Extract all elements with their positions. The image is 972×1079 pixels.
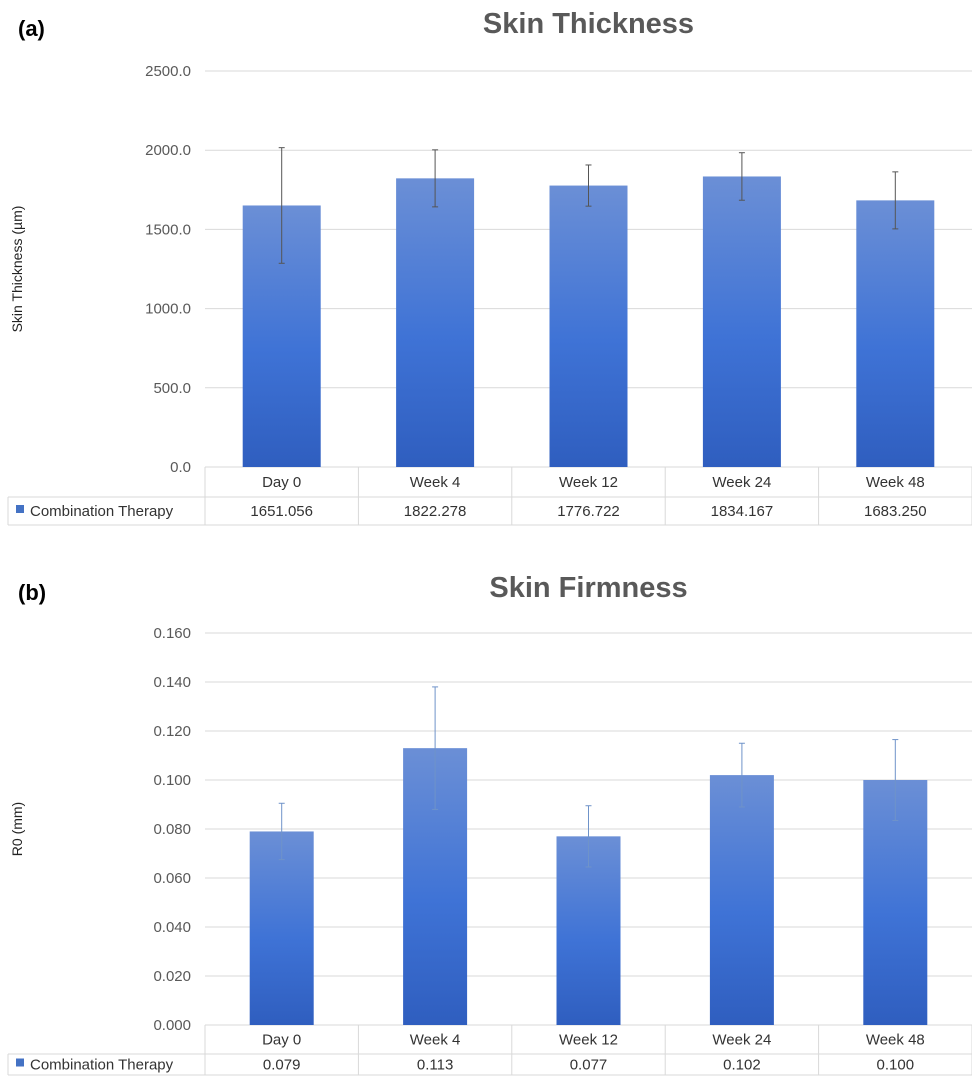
y-tick-label: 2500.0	[145, 63, 191, 80]
y-tick-label: 0.100	[153, 772, 191, 789]
y-tick-label: 500.0	[153, 380, 191, 397]
bar	[856, 200, 935, 467]
bar	[549, 185, 628, 467]
y-tick-label: 0.160	[153, 625, 191, 642]
y-tick-label: 0.020	[153, 968, 191, 985]
data-value-label: 1834.167	[711, 503, 774, 520]
x-tick-label: Week 4	[410, 1032, 461, 1049]
error-bar	[738, 742, 745, 808]
error-bar	[278, 802, 285, 861]
y-tick-label: 2000.0	[145, 142, 191, 159]
data-value-label: 0.100	[877, 1057, 915, 1074]
error-bar	[585, 164, 592, 207]
y-tick-label: 0.060	[153, 870, 191, 887]
x-tick-label: Week 12	[559, 1032, 618, 1049]
x-tick-label: Day 0	[262, 1032, 301, 1049]
data-value-label: 0.079	[263, 1057, 301, 1074]
x-tick-label: Week 24	[712, 474, 771, 491]
panel-letter: (b)	[18, 580, 47, 605]
error-bar	[432, 686, 439, 810]
data-value-label: 0.102	[723, 1057, 761, 1074]
data-value-label: 1651.056	[250, 503, 313, 520]
bar	[709, 775, 774, 1025]
data-value-label: 1683.250	[864, 503, 927, 520]
skin-thickness-panel: (a) Skin Thickness 0.0 500.0 1000.0 1500.0 2…	[7, 8, 972, 526]
y-tick-label: 0.000	[153, 1017, 191, 1034]
x-tick-label: Week 48	[866, 1032, 925, 1049]
y-tick-label: 1000.0	[145, 301, 191, 318]
data-table	[7, 1025, 972, 1076]
y-tick-label: 0.080	[153, 821, 191, 838]
skin-thickness-chart: 0.0 500.0 1000.0 1500.0 2000.0 2500.0 Skin Thi…	[7, 63, 972, 526]
x-tick-label: Day 0	[262, 474, 301, 491]
bar	[249, 831, 314, 1025]
y-tick-label: 0.040	[153, 919, 191, 936]
series-name: Combination Therapy	[30, 503, 174, 520]
y-tick-label: 0.0	[170, 459, 191, 476]
x-tick-label: Week 4	[410, 474, 461, 491]
chart-title: Skin Firmness	[489, 572, 688, 604]
error-bar	[278, 147, 285, 264]
chart-title: Skin Thickness	[482, 8, 695, 40]
bar	[702, 176, 781, 467]
error-bar	[432, 149, 439, 208]
y-axis-label: R0 (mm)	[9, 802, 25, 856]
bar	[396, 178, 475, 467]
data-table	[7, 467, 972, 526]
error-bar	[738, 152, 745, 201]
x-tick-label: Week 48	[866, 474, 925, 491]
y-tick-label: 1500.0	[145, 221, 191, 238]
skin-firmness-panel: (b) Skin Firmness 0.000 0.020 0.040 0.060 0.…	[0, 560, 972, 1079]
y-tick-label: 0.140	[153, 674, 191, 691]
data-value-label: 1776.722	[557, 503, 620, 520]
data-value-label: 0.077	[570, 1057, 608, 1074]
error-bar	[892, 171, 899, 230]
error-bar	[892, 739, 899, 821]
bar	[556, 836, 621, 1025]
x-tick-label: Week 24	[712, 1032, 771, 1049]
data-value-label: 1822.278	[404, 503, 467, 520]
error-bar	[585, 805, 592, 868]
series-name: Combination Therapy	[30, 1057, 174, 1074]
y-axis-label: Skin Thickness (µm)	[9, 206, 25, 333]
legend-swatch	[16, 505, 24, 513]
skin-firmness-chart: 0.000 0.020 0.040 0.060 0.080 0.100 0.120 0.140…	[7, 625, 972, 1076]
y-tick-label: 0.120	[153, 723, 191, 740]
panel-letter: (a)	[18, 16, 45, 41]
x-tick-label: Week 12	[559, 474, 618, 491]
legend-swatch	[16, 1058, 24, 1067]
data-value-label: 0.113	[417, 1057, 453, 1074]
